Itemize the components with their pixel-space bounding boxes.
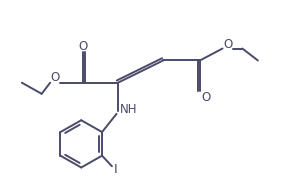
Text: I: I (113, 163, 117, 176)
Text: NH: NH (120, 103, 137, 116)
Text: O: O (223, 38, 232, 51)
Text: O: O (202, 91, 211, 104)
Text: O: O (50, 71, 60, 84)
Text: O: O (78, 40, 87, 53)
